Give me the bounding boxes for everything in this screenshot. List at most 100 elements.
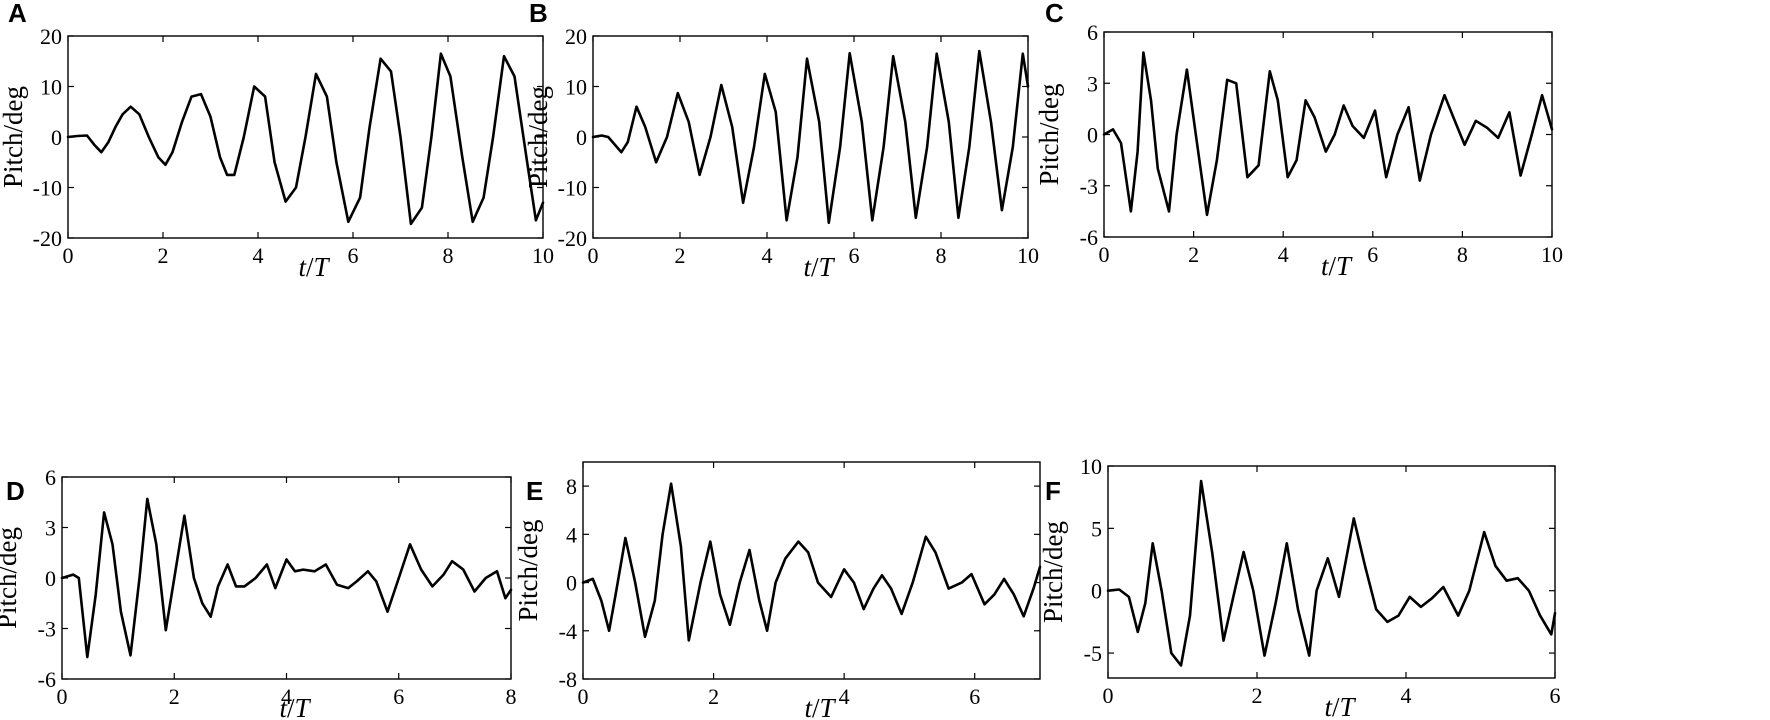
x-axis-label: t/T [298,252,330,282]
y-tick-label: 8 [566,474,577,499]
y-axis-label: Pitch/deg [0,527,22,629]
x-axis-label: t/T [803,252,835,282]
y-tick-label: 10 [565,75,587,100]
x-axis-label: t/T [804,693,836,720]
x-tick-label: 4 [1278,242,1289,267]
x-tick-label: 4 [253,243,264,268]
panel-letter: A [8,0,27,28]
plot-frame [592,35,1029,239]
panel-letter: F [1045,476,1061,506]
plot-frame [582,461,1041,680]
x-tick-label: 8 [506,684,517,709]
x-axis-label-T: T [314,252,331,282]
x-tick-label: 0 [578,684,589,709]
y-tick-label: 20 [565,24,587,49]
x-tick-label: 10 [532,243,554,268]
x-tick-label: 4 [281,684,292,709]
y-tick-label: 0 [566,571,577,596]
x-axis-label-sep: / [306,252,314,282]
x-axis-label-T: T [819,252,836,282]
panel-letter: E [526,476,543,506]
x-axis-label: t/T [1324,692,1356,720]
x-tick-label: 2 [158,243,169,268]
y-tick-label: 6 [45,465,56,490]
x-axis-label-t: t [279,693,288,720]
x-tick-label: 10 [1541,242,1563,267]
pitch-series-line [60,497,513,659]
y-tick-label: -20 [33,226,62,251]
y-axis-label: Pitch/deg [513,520,543,622]
x-axis-label-t: t [804,693,813,720]
y-tick-label: -3 [38,617,56,642]
x-tick-label: 4 [839,684,850,709]
x-tick-label: 6 [348,243,359,268]
y-tick-label: -4 [559,619,577,644]
x-tick-label: 6 [849,243,860,268]
y-tick-label: -3 [1080,174,1098,199]
y-tick-label: -5 [1084,641,1102,666]
x-tick-label: 6 [969,684,980,709]
y-axis-label: Pitch/deg [523,86,553,188]
pitch-series-line [591,49,1030,225]
x-axis-label-sep: / [812,693,820,720]
panel-letter: B [529,0,548,28]
x-tick-label: 0 [588,243,599,268]
x-axis-label-sep: / [287,693,295,720]
y-tick-label: -8 [559,667,577,692]
pitch-series-line [581,482,1042,642]
x-tick-label: 6 [1550,683,1561,708]
x-tick-label: 6 [1367,242,1378,267]
y-tick-label: -20 [558,226,587,251]
y-tick-label: 3 [1087,71,1098,96]
x-axis-label-T: T [1340,692,1357,720]
panel-e: E 0 2 4 6 -8 -4 0 4 8 t/T Pitch/deg [513,461,1042,720]
x-axis-label-T: T [1336,251,1353,281]
x-tick-label: 10 [1017,243,1039,268]
x-axis-label-sep: / [811,252,819,282]
x-tick-label: 4 [1401,683,1412,708]
plot-frame [1103,31,1553,238]
x-tick-label: 0 [1103,683,1114,708]
y-tick-label: 0 [576,125,587,150]
x-tick-label: 8 [443,243,454,268]
y-tick-label: 10 [1080,454,1102,479]
y-tick-label: 0 [45,566,56,591]
x-tick-label: 8 [936,243,947,268]
y-axis-label: Pitch/deg [0,86,28,188]
pitch-series-line [1106,479,1557,667]
x-tick-label: 0 [1099,242,1110,267]
pitch-series-line [1102,51,1554,217]
x-axis-label-t: t [298,252,307,282]
panel-d: D 0 2 4 6 8 -6 -3 0 3 6 t/T Pitch/deg [0,465,517,720]
y-tick-label: 20 [40,24,62,49]
y-tick-label: 0 [1087,123,1098,148]
x-axis-label-T: T [295,693,312,720]
panel-c: C 0 2 4 6 8 10 -6 -3 0 3 6 t/T Pitch/deg [1034,0,1563,281]
x-tick-label: 2 [1188,242,1199,267]
y-tick-label: 10 [40,75,62,100]
x-tick-label: 0 [63,243,74,268]
y-tick-label: 6 [1087,20,1098,45]
x-tick-label: 2 [708,684,719,709]
x-tick-label: 0 [57,684,68,709]
y-tick-label: -10 [558,176,587,201]
x-axis-label-t: t [1324,692,1333,720]
y-tick-label: 3 [45,516,56,541]
x-tick-label: 2 [675,243,686,268]
y-tick-label: -6 [38,667,56,692]
x-axis-label-T: T [820,693,837,720]
x-axis-label-sep: / [1332,692,1340,720]
y-axis-label: Pitch/deg [1034,84,1064,186]
x-axis-label-t: t [1321,251,1330,281]
y-tick-label: -6 [1080,225,1098,250]
panel-letter: C [1045,0,1064,28]
y-tick-label: 4 [566,522,577,547]
x-tick-label: 4 [762,243,773,268]
y-axis-label: Pitch/deg [1038,521,1068,623]
x-tick-label: 6 [393,684,404,709]
panel-letter: D [6,476,25,506]
y-tick-label: 5 [1091,516,1102,541]
plot-frame [1107,465,1556,679]
